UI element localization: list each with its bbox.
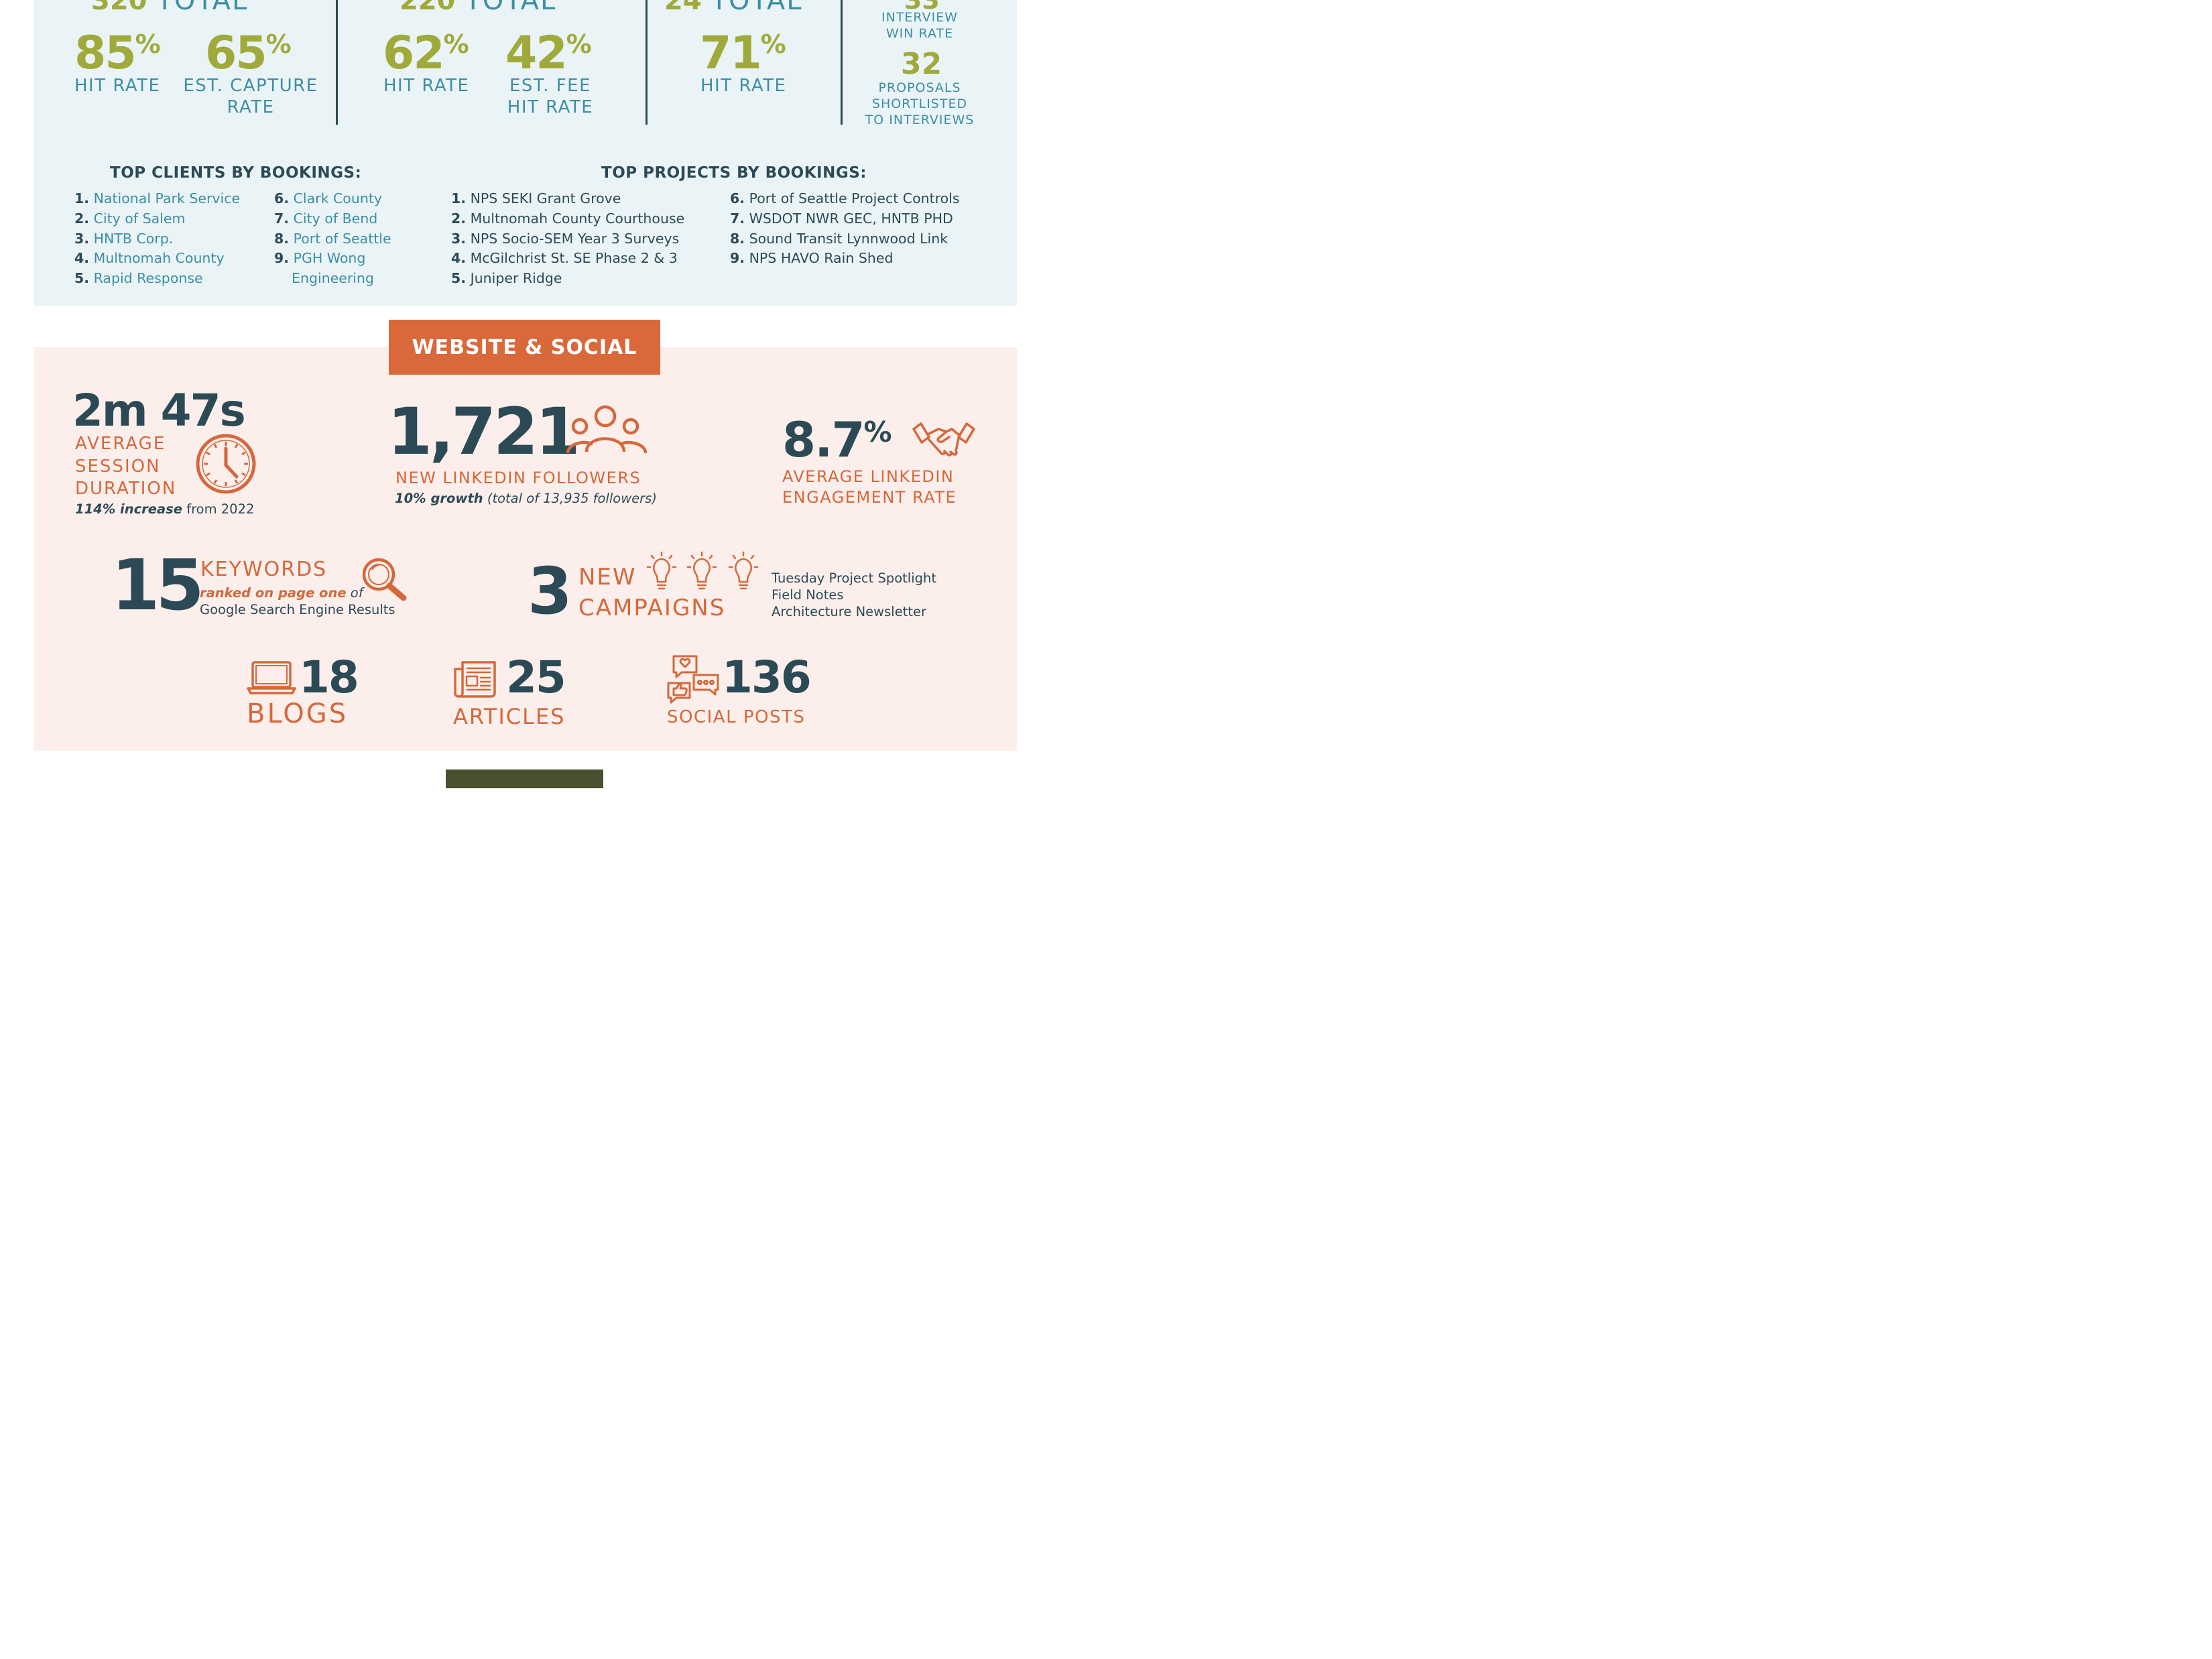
proposals-hit-rate: 85% (74, 27, 161, 80)
list-item: 4. McGilchrist St. SE Phase 2 & 3 (451, 250, 678, 267)
list-item: 6. Clark County (274, 190, 382, 206)
social-posts-value: 136 (722, 652, 812, 703)
list-item: 1. NPS SEKI Grant Grove (451, 190, 621, 206)
list-item: 3. HNTB Corp. (74, 230, 174, 247)
proposals-hit-rate-label: HIT RATE (74, 76, 161, 96)
pipeline-panel: 320 TOTAL 85% HIT RATE 65% EST. CAPTURE R… (34, 0, 1017, 306)
list-item: Tuesday Project Spotlight (772, 570, 936, 586)
top-projects-heading: TOP PROJECTS BY BOOKINGS: (601, 164, 867, 182)
list-item: Engineering (292, 270, 374, 287)
top-projects-list-2: 6. Port of Seattle Project Controls 7. W… (730, 189, 960, 269)
interview-win-label: INTERVIEW WIN RATE (881, 10, 958, 41)
people-icon (566, 405, 647, 454)
linkedin-engagement-label: AVERAGE LINKEDIN ENGAGEMENT RATE (782, 467, 957, 507)
column-divider (841, 0, 843, 125)
awards-total: 220 TOTAL (400, 0, 557, 16)
list-item: 8. Port of Seattle (274, 230, 391, 247)
list-item: 1. National Park Service (74, 190, 241, 206)
website-social-panel (34, 347, 1017, 751)
lightbulb-icon (646, 551, 759, 590)
linkedin-followers-label: NEW LINKEDIN FOLLOWERS (395, 469, 641, 487)
list-item: 9. NPS HAVO Rain Shed (730, 250, 894, 267)
campaigns-label: NEW CAMPAIGNS (578, 564, 726, 621)
keywords-value: 15 (111, 544, 204, 626)
articles-value: 25 (506, 652, 566, 703)
list-item: Architecture Newsletter (772, 604, 926, 619)
awards-hit-rate: 62% (383, 27, 469, 80)
keywords-note-line-2: Google Search Engine Results (200, 602, 395, 617)
interview-win-value: 33 (904, 0, 940, 15)
column-divider (646, 0, 648, 125)
campaigns-list: Tuesday Project Spotlight Field Notes Ar… (772, 570, 936, 620)
campaigns-value: 3 (528, 554, 572, 629)
blogs-label: BLOGS (247, 698, 349, 729)
list-item: 7. WSDOT NWR GEC, HNTB PHD (730, 210, 953, 227)
list-item: 8. Sound Transit Lynnwood Link (730, 230, 948, 247)
list-item: 7. City of Bend (274, 210, 378, 227)
capture-rate: 65% (205, 27, 292, 80)
articles-label: ARTICLES (453, 704, 566, 729)
proposals-shortlisted-label: PROPOSALS SHORTLISTED TO INTERVIEWS (865, 80, 975, 127)
next-section-tab (446, 770, 603, 788)
interviews-hit-rate-label: HIT RATE (700, 76, 787, 96)
list-item: 9. PGH Wong (274, 250, 366, 267)
list-item: 5. Juniper Ridge (451, 270, 562, 287)
blogs-value: 18 (299, 652, 359, 703)
fee-hit-rate: 42% (505, 27, 592, 80)
magnifier-icon (362, 558, 407, 601)
linkedin-engagement-value: 8.7% (782, 412, 892, 468)
fee-hit-rate-label: EST. FEE HIT RATE (507, 76, 594, 117)
awards-hit-rate-label: HIT RATE (383, 76, 470, 96)
clock-icon (196, 434, 256, 494)
top-projects-list-1: 1. NPS SEKI Grant Grove 2. Multnomah Cou… (451, 189, 684, 289)
list-item: 2. City of Salem (74, 210, 186, 227)
list-item: 2. Multnomah County Courthouse (451, 210, 685, 227)
proposals-total: 320 TOTAL (91, 0, 249, 16)
website-social-heading: WEBSITE & SOCIAL (389, 320, 660, 375)
handshake-icon (912, 422, 975, 456)
chat-bubbles-icon (667, 655, 719, 704)
linkedin-followers-value: 1,721 (387, 394, 580, 469)
list-item: 6. Port of Seattle Project Controls (730, 190, 960, 206)
list-item: 3. NPS Socio-SEM Year 3 Surveys (451, 230, 680, 247)
list-item: 4. Multnomah County (74, 250, 225, 267)
session-duration-note: 114% increase from 2022 (75, 501, 255, 517)
linkedin-followers-note: 10% growth (total of 13,935 followers) (395, 491, 657, 506)
column-divider (336, 0, 338, 125)
top-clients-list-1: 1. National Park Service 2. City of Sale… (74, 189, 240, 289)
list-item: Field Notes (772, 587, 844, 603)
interviews-hit-rate: 71% (700, 27, 786, 80)
keywords-label: KEYWORDS (200, 558, 328, 581)
top-clients-list-2: 6. Clark County 7. City of Bend 8. Port … (274, 189, 391, 289)
social-posts-label: SOCIAL POSTS (667, 707, 806, 727)
newspaper-icon (454, 661, 496, 698)
top-clients-heading: TOP CLIENTS BY BOOKINGS: (110, 164, 362, 182)
proposals-shortlisted-value: 32 (901, 47, 942, 81)
list-item: 5. Rapid Response (74, 270, 203, 287)
keywords-note-line-1: ranked on page one of (200, 585, 363, 601)
laptop-icon (247, 661, 296, 694)
capture-rate-label: EST. CAPTURE RATE (183, 76, 318, 117)
interviews-total: 24 TOTAL (664, 0, 803, 16)
session-duration-value: 2m 47s (72, 385, 246, 436)
session-duration-label: AVERAGE SESSION DURATION (75, 434, 177, 499)
